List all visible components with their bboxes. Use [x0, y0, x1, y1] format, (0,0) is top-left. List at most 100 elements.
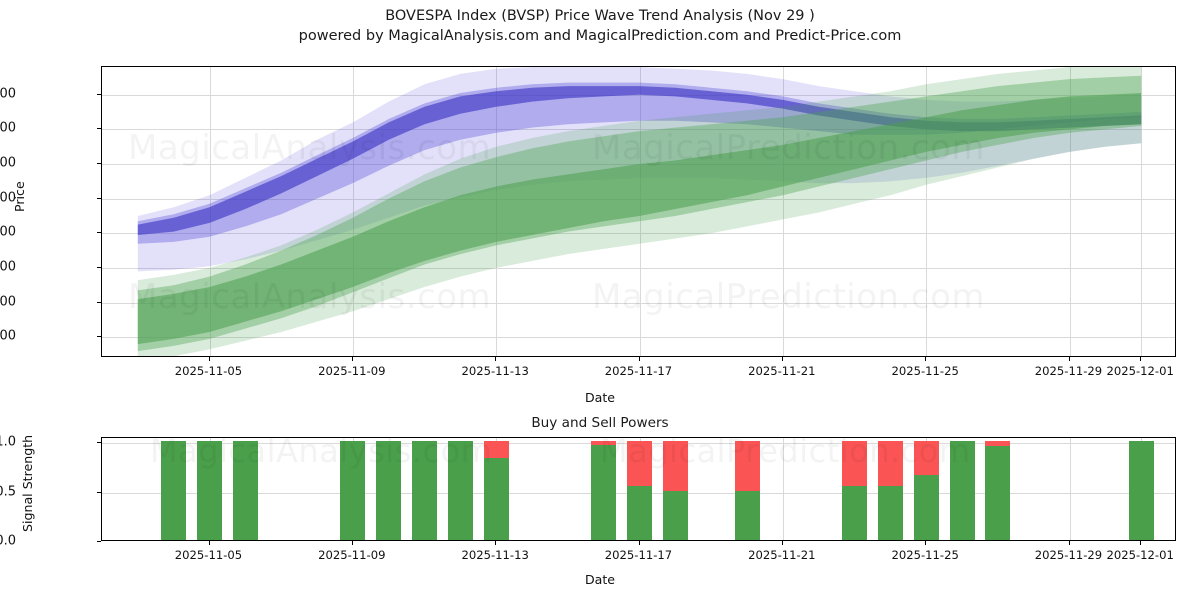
signal-bar[interactable] — [591, 441, 617, 540]
signal-bar[interactable] — [376, 441, 402, 540]
price-x-tick-label: 2025-11-09 — [318, 364, 386, 378]
price-y-tick-label: 152000 — [0, 190, 16, 206]
signal-y-tick-mark — [97, 442, 101, 443]
price-x-tick-mark — [495, 357, 497, 361]
signal-bar[interactable] — [1128, 441, 1154, 540]
buy-power-segment — [913, 474, 939, 540]
price-gridline-h — [102, 129, 1175, 131]
wave-band-blue-wave-core — [137, 86, 1142, 235]
buy-power-segment — [340, 441, 366, 540]
buy-power-segment — [412, 441, 437, 540]
price-y-tick-label: 156000 — [0, 120, 16, 136]
price-x-tick-label: 2025-11-21 — [748, 364, 816, 378]
sell-power-segment — [627, 441, 652, 486]
signal-gridline-v — [782, 438, 784, 540]
price-gridline-h — [102, 94, 1175, 96]
chart-title-block: BOVESPA Index (BVSP) Price Wave Trend An… — [0, 6, 1200, 46]
price-x-tick-label: 2025-11-29 — [1034, 364, 1103, 378]
signal-y-tick-label: 0.0 — [0, 533, 16, 549]
price-x-tick-mark — [1068, 357, 1070, 361]
signal-x-tick-label: 2025-11-05 — [174, 548, 243, 562]
price-y-axis-title: Price — [12, 181, 27, 212]
buy-power-segment — [447, 441, 473, 540]
price-y-tick-label: 146000 — [0, 294, 16, 310]
price-gridline-h — [102, 337, 1175, 339]
buy-power-segment — [483, 457, 509, 540]
signal-x-tick-mark — [781, 541, 783, 545]
signal-x-tick-mark — [351, 541, 353, 545]
signal-x-axis-title: Date — [584, 572, 616, 587]
price-gridline-h — [102, 302, 1175, 304]
buy-power-segment — [949, 441, 975, 540]
signal-x-tick-mark — [925, 541, 927, 545]
price-y-tick-label: 148000 — [0, 259, 16, 275]
price-y-tick-label: 158000 — [0, 86, 16, 102]
signal-bar[interactable] — [949, 441, 975, 540]
buy-power-segment — [376, 441, 402, 540]
price-x-tick-label: 2025-11-05 — [174, 364, 243, 378]
signal-x-tick-mark — [1068, 541, 1070, 545]
price-gridline-v — [1069, 67, 1071, 356]
signal-bar[interactable] — [985, 441, 1011, 540]
signal-bar[interactable] — [161, 441, 187, 540]
signal-bar[interactable] — [197, 441, 222, 540]
price-y-tick-mark — [97, 197, 101, 199]
signal-y-tick-label: 0.5 — [0, 484, 16, 499]
price-wave-plot-area — [101, 66, 1176, 357]
buy-power-segment — [734, 490, 760, 540]
price-x-tick-label: 2025-11-13 — [461, 364, 529, 378]
sell-power-segment — [662, 441, 688, 491]
signal-y-tick-mark — [97, 541, 101, 542]
price-y-tick-mark — [97, 163, 101, 164]
price-y-tick-mark — [97, 266, 101, 268]
price-gridline-v — [926, 67, 928, 356]
signal-bar[interactable] — [662, 441, 688, 540]
signal-bar[interactable] — [877, 441, 903, 540]
signal-x-tick-label: 2025-11-21 — [748, 548, 816, 562]
price-y-tick-label: 144000 — [0, 328, 16, 344]
signal-x-tick-label: 2025-11-25 — [891, 548, 959, 562]
sell-power-segment — [913, 441, 939, 475]
page-title: BOVESPA Index (BVSP) Price Wave Trend An… — [385, 8, 815, 24]
buy-power-segment — [197, 441, 222, 540]
signal-bar[interactable] — [842, 441, 867, 540]
signal-bar[interactable] — [734, 441, 760, 540]
buy-power-segment — [662, 490, 688, 540]
signal-bar[interactable] — [340, 441, 366, 540]
buy-power-segment — [842, 485, 867, 540]
price-y-tick-mark — [97, 336, 101, 338]
page-subtitle: powered by MagicalAnalysis.com and Magic… — [298, 28, 902, 44]
price-y-tick-mark — [97, 301, 101, 303]
buy-power-segment — [877, 485, 903, 540]
wave-band-green-wave-core — [137, 93, 1142, 345]
signal-bar[interactable] — [412, 441, 437, 540]
sell-power-segment — [877, 441, 903, 486]
signal-x-tick-label: 2025-11-09 — [318, 548, 386, 562]
signal-bar[interactable] — [913, 441, 939, 540]
price-x-tick-label: 2025-12-01 — [1106, 364, 1174, 378]
signal-bar[interactable] — [483, 441, 509, 540]
price-x-tick-mark — [638, 357, 640, 361]
sell-power-segment — [985, 441, 1011, 446]
price-x-tick-mark — [1140, 357, 1142, 361]
signal-bar[interactable] — [447, 441, 473, 540]
buy-power-segment — [1128, 441, 1154, 540]
price-gridline-h — [102, 267, 1175, 269]
price-gridline-h — [102, 233, 1175, 235]
price-x-tick-mark — [208, 357, 210, 361]
signal-x-tick-mark — [638, 541, 640, 545]
price-wave-bands — [137, 67, 1142, 356]
signal-y-axis-title: Signal Strength — [20, 434, 35, 532]
price-gridline-v — [1141, 67, 1143, 356]
sell-power-segment — [842, 441, 867, 486]
price-y-tick-mark — [97, 232, 101, 234]
signal-x-tick-label: 2025-11-17 — [604, 548, 673, 562]
signal-x-tick-label: 2025-11-29 — [1034, 548, 1103, 562]
signal-bar[interactable] — [232, 441, 258, 540]
buy-power-segment — [161, 441, 187, 540]
signal-bar[interactable] — [627, 441, 652, 540]
price-x-tick-label: 2025-11-25 — [891, 364, 959, 378]
buy-power-segment — [591, 444, 617, 540]
price-x-tick-label: 2025-11-17 — [604, 364, 673, 378]
